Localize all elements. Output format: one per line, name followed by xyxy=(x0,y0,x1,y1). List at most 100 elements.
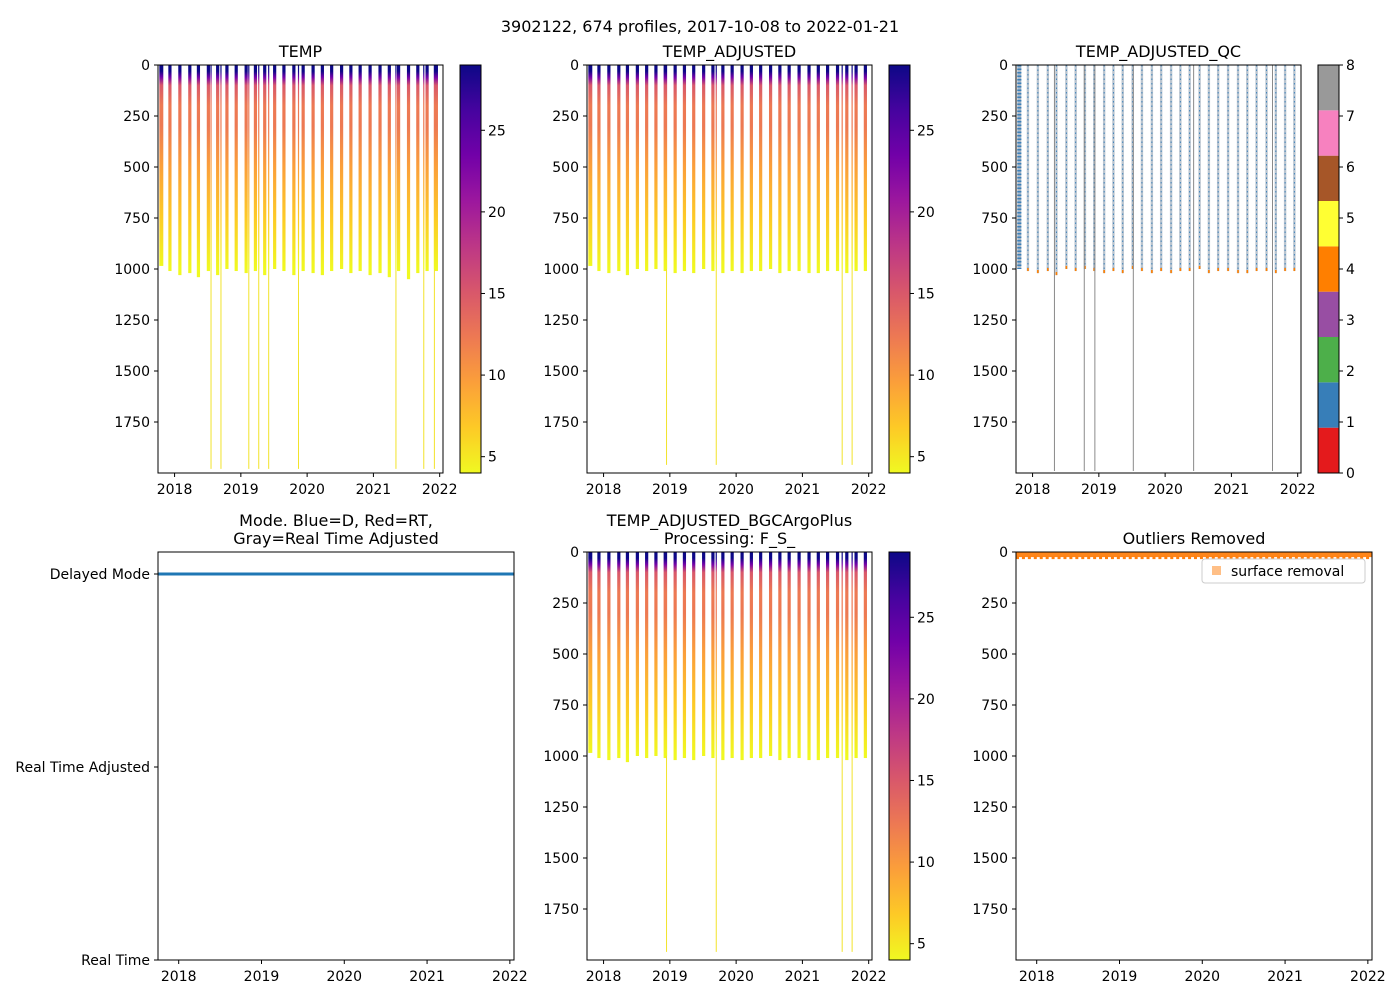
legend-box xyxy=(1201,558,1366,584)
x-tick-label-mode-0: 2018 xyxy=(161,969,197,985)
profile-temp_adj_qc-9 xyxy=(1112,65,1115,272)
plot-area-temp xyxy=(159,65,438,469)
profile-temp_adj_qc-24 xyxy=(1255,65,1258,272)
outlier-marker-8 xyxy=(1063,556,1067,560)
profile-temp_adj-28 xyxy=(863,65,867,272)
profile-bgc-23 xyxy=(816,552,820,761)
deep-profile-top-temp_adj-0 xyxy=(665,65,668,269)
outlier-marker-7 xyxy=(1057,556,1061,560)
profile-temp_adj-13 xyxy=(721,65,725,274)
colorbar-frame-temp xyxy=(459,64,482,474)
colorbar-swatch-3 xyxy=(1318,291,1339,337)
y-tick-label-bgc-3: 750 xyxy=(552,698,579,714)
profile-temp-0 xyxy=(168,65,172,272)
deep-profile-top-temp-1 xyxy=(220,65,222,269)
profile-temp-25 xyxy=(406,65,411,280)
x-tick-label-temp_adj_qc-4: 2022 xyxy=(1280,482,1316,498)
panel-mode: Mode. Blue=D, Red=RT,Gray=Real Time Adju… xyxy=(15,511,527,985)
y-tick-label-bgc-5: 1250 xyxy=(543,800,579,816)
y-tick-label-temp-3: 750 xyxy=(123,211,150,227)
profile-bgc-15 xyxy=(740,552,744,761)
profile-bgc-12 xyxy=(711,552,715,759)
profile-bgc-18 xyxy=(768,552,773,756)
chart-title-temp_adj-0: TEMP_ADJUSTED xyxy=(662,42,796,62)
dense-block-temp xyxy=(159,65,164,266)
profile-temp_adj-2 xyxy=(617,65,621,272)
profile-temp_adj-16 xyxy=(749,65,753,272)
profile-temp_adj-14 xyxy=(730,65,734,272)
profile-temp_adj_qc-11 xyxy=(1131,65,1134,269)
colorbar-tick-label-temp_adj-1: 10 xyxy=(917,368,935,384)
colorbar-tick-label-bgc-1: 10 xyxy=(917,855,935,871)
outlier-marker-6 xyxy=(1051,556,1055,560)
profile-temp_adj_qc-3 xyxy=(1055,65,1058,276)
x-tick-label-temp_adj-0: 2018 xyxy=(586,482,622,498)
outlier-marker-49 xyxy=(1306,556,1310,560)
colorbar-swatch-4 xyxy=(1318,246,1339,292)
deep-profile-top-temp-5 xyxy=(297,65,300,269)
colorbar-tick-label-temp_adj-2: 15 xyxy=(917,286,935,302)
y-tick-label-outliers-0: 0 xyxy=(999,545,1008,561)
outlier-marker-19 xyxy=(1128,556,1132,560)
profile-temp_adj_qc-5 xyxy=(1074,65,1077,272)
legend-marker-surface-removal xyxy=(1212,566,1221,575)
outlier-marker-33 xyxy=(1211,556,1215,560)
y-tick-label-temp_adj_qc-5: 1250 xyxy=(972,313,1008,329)
x-tick-label-outliers-1: 2019 xyxy=(1102,969,1138,985)
y-tick-label-bgc-2: 500 xyxy=(552,647,579,663)
profile-bgc-19 xyxy=(778,552,782,761)
y-tick-label-outliers-4: 1000 xyxy=(972,749,1008,765)
colorbar-tick-label-temp_adj_qc-4: 4 xyxy=(1346,262,1355,278)
colorbar-tick-label-temp_adj_qc-6: 6 xyxy=(1346,160,1355,176)
colorbar-tick-label-temp-4: 25 xyxy=(488,123,506,139)
profile-temp_adj-0 xyxy=(597,65,601,272)
outlier-marker-50 xyxy=(1312,556,1316,560)
outlier-marker-44 xyxy=(1277,556,1281,560)
deep-profile-top-temp-2 xyxy=(248,65,250,269)
y-tick-label-bgc-1: 250 xyxy=(552,596,579,612)
legend-outliers: surface removal xyxy=(1201,558,1366,584)
profile-bgc-13 xyxy=(721,552,725,761)
profile-temp-26 xyxy=(416,65,420,274)
profile-bgc-11 xyxy=(702,552,706,756)
y-tick-label-temp-1: 250 xyxy=(123,109,150,125)
y-tick-label-temp_adj-7: 1750 xyxy=(543,415,579,431)
colorbar-frame-temp_adj_qc xyxy=(1317,64,1340,474)
y-tick-label-temp_adj_qc-6: 1500 xyxy=(972,364,1008,380)
profile-temp-21 xyxy=(368,65,372,276)
y-tick-label-temp_adj_qc-1: 250 xyxy=(981,109,1008,125)
profile-temp_adj_qc-6 xyxy=(1083,65,1087,269)
x-tick-label-temp-2: 2020 xyxy=(289,482,325,498)
profile-temp_adj-1 xyxy=(607,65,611,274)
profile-temp_adj-25 xyxy=(835,65,840,272)
profile-bgc-27 xyxy=(854,552,858,759)
profile-bgc-9 xyxy=(682,552,687,759)
x-tick-label-mode-2: 2020 xyxy=(326,969,362,985)
profile-bgc-3 xyxy=(625,552,630,763)
outlier-marker-17 xyxy=(1116,556,1120,560)
profile-bgc-4 xyxy=(635,552,639,756)
profile-bgc-24 xyxy=(825,552,830,759)
outlier-surface-band xyxy=(1016,552,1372,558)
profile-temp_adj-24 xyxy=(825,65,830,272)
profile-bgc-0 xyxy=(597,552,601,759)
deep-profile-top-temp-4 xyxy=(268,65,270,269)
profile-temp_adj_qc-20 xyxy=(1216,65,1220,272)
profile-temp_adj_qc-12 xyxy=(1140,65,1144,272)
colorbar-tick-label-temp_adj_qc-2: 2 xyxy=(1346,364,1355,380)
y-tick-label-bgc-4: 1000 xyxy=(543,749,579,765)
y-tick-label-outliers-2: 500 xyxy=(981,647,1008,663)
profile-bgc-25 xyxy=(835,552,840,759)
outlier-marker-15 xyxy=(1105,556,1108,560)
x-tick-label-outliers-0: 2018 xyxy=(1019,969,1055,985)
x-tick-label-temp-1: 2019 xyxy=(223,482,259,498)
y-tick-label-bgc-6: 1500 xyxy=(543,851,579,867)
profile-temp_adj_qc-21 xyxy=(1226,65,1230,272)
y-tick-label-temp_adj_qc-3: 750 xyxy=(981,211,1008,227)
outlier-marker-47 xyxy=(1294,556,1298,560)
outlier-marker-54 xyxy=(1336,556,1340,560)
y-tick-label-mode-2: Real Time xyxy=(81,953,150,969)
x-tick-label-bgc-4: 2022 xyxy=(851,969,887,985)
